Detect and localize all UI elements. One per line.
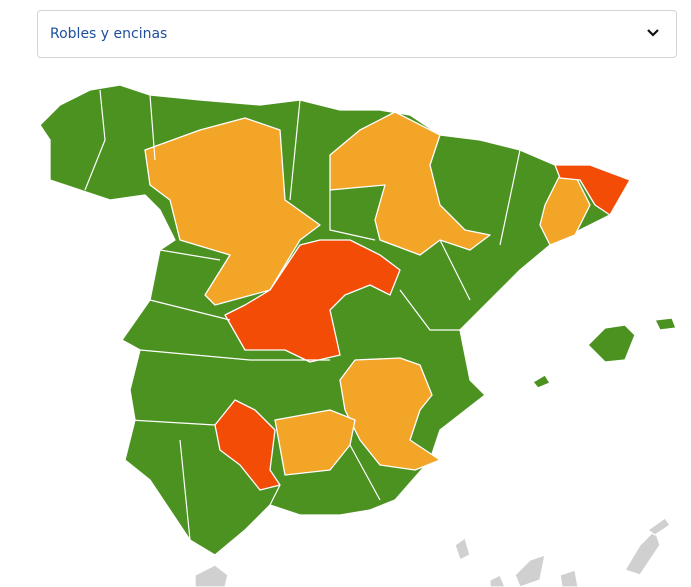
province-borders (84, 89, 521, 541)
balearic-islands (587, 324, 636, 363)
region-red (214, 399, 281, 491)
region-orange (339, 357, 441, 471)
chevron-icon (647, 29, 659, 37)
balearic-islands (532, 374, 551, 389)
balearic-islands (654, 317, 677, 331)
species-dropdown[interactable]: Robles y encinas (37, 10, 677, 58)
canary-islands (194, 517, 671, 587)
region-red (224, 239, 401, 363)
region-orange (329, 111, 491, 256)
dropdown-text: Robles y encinas (50, 26, 168, 42)
region-red (554, 164, 631, 216)
